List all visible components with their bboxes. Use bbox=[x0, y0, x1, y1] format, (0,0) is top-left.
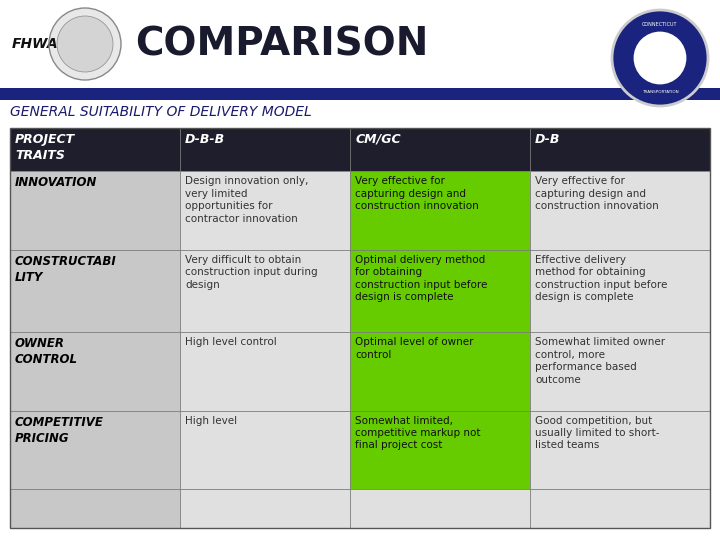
Text: High level control: High level control bbox=[185, 338, 277, 347]
Text: COMPARISON: COMPARISON bbox=[135, 25, 428, 63]
Text: CONSTRUCTABI
LITY: CONSTRUCTABI LITY bbox=[15, 255, 117, 284]
Bar bbox=[180, 172, 350, 249]
Bar bbox=[0, 88, 720, 100]
Bar bbox=[350, 332, 530, 410]
Bar bbox=[350, 249, 530, 332]
Text: CM/GC: CM/GC bbox=[355, 133, 401, 146]
Text: High level: High level bbox=[185, 416, 238, 426]
Circle shape bbox=[49, 8, 121, 80]
Text: Good competition, but
usually limited to short-
listed teams: Good competition, but usually limited to… bbox=[535, 416, 660, 450]
Bar bbox=[10, 128, 180, 172]
Bar bbox=[180, 332, 350, 410]
Bar bbox=[530, 332, 710, 410]
Bar bbox=[530, 410, 710, 489]
Text: TRANSPORTATION: TRANSPORTATION bbox=[642, 90, 678, 93]
Text: D-B-B: D-B-B bbox=[185, 133, 225, 146]
Text: PROJECT
TRAITS: PROJECT TRAITS bbox=[15, 133, 75, 162]
Bar bbox=[10, 172, 180, 249]
Bar bbox=[180, 128, 350, 172]
Bar bbox=[530, 489, 710, 528]
Text: COMPETITIVE
PRICING: COMPETITIVE PRICING bbox=[15, 416, 104, 444]
Text: Optimal delivery method
for obtaining
construction input before
design is comple: Optimal delivery method for obtaining co… bbox=[355, 255, 487, 302]
Bar bbox=[350, 489, 530, 528]
Bar bbox=[10, 249, 180, 332]
Bar bbox=[180, 410, 350, 489]
Text: CONNECTICUT: CONNECTICUT bbox=[642, 22, 678, 27]
Bar bbox=[350, 128, 530, 172]
Bar bbox=[180, 489, 350, 528]
Text: Design innovation only,
very limited
opportunities for
contractor innovation: Design innovation only, very limited opp… bbox=[185, 177, 308, 224]
Text: INNOVATION: INNOVATION bbox=[15, 177, 97, 190]
Circle shape bbox=[634, 32, 686, 84]
Text: Effective delivery
method for obtaining
construction input before
design is comp: Effective delivery method for obtaining … bbox=[535, 255, 667, 302]
Text: Very effective for
capturing design and
construction innovation: Very effective for capturing design and … bbox=[535, 177, 659, 211]
Text: Somewhat limited,
competitive markup not
final project cost: Somewhat limited, competitive markup not… bbox=[355, 416, 481, 450]
Bar bbox=[350, 172, 530, 249]
Bar bbox=[10, 128, 710, 528]
Text: FHWA: FHWA bbox=[12, 37, 58, 51]
Text: Very difficult to obtain
construction input during
design: Very difficult to obtain construction in… bbox=[185, 255, 318, 289]
Text: Optimal level of owner
control: Optimal level of owner control bbox=[355, 338, 474, 360]
Text: Somewhat limited owner
control, more
performance based
outcome: Somewhat limited owner control, more per… bbox=[535, 338, 665, 384]
Bar bbox=[0, 0, 720, 88]
Bar bbox=[10, 332, 180, 410]
Text: Very effective for
capturing design and
construction innovation: Very effective for capturing design and … bbox=[355, 177, 479, 211]
Bar bbox=[530, 172, 710, 249]
Bar bbox=[10, 489, 180, 528]
Bar bbox=[180, 249, 350, 332]
Bar bbox=[530, 128, 710, 172]
Circle shape bbox=[57, 16, 113, 72]
Text: OWNER
CONTROL: OWNER CONTROL bbox=[15, 338, 78, 366]
Bar bbox=[530, 249, 710, 332]
Bar bbox=[350, 410, 530, 489]
Text: GENERAL SUITABILITY OF DELIVERY MODEL: GENERAL SUITABILITY OF DELIVERY MODEL bbox=[10, 105, 312, 119]
Circle shape bbox=[612, 10, 708, 106]
Text: D-B: D-B bbox=[535, 133, 560, 146]
Bar bbox=[10, 410, 180, 489]
